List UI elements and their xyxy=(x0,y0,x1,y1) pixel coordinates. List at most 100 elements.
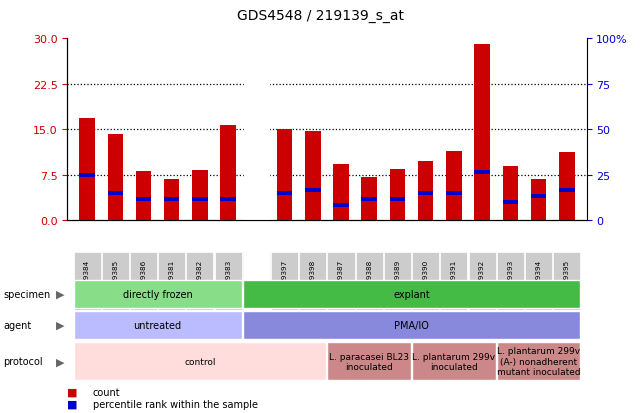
Text: GSM579396: GSM579396 xyxy=(253,259,260,303)
Bar xyxy=(136,171,151,221)
Bar xyxy=(333,165,349,221)
Text: ▶: ▶ xyxy=(56,320,64,330)
Bar xyxy=(164,179,179,221)
FancyBboxPatch shape xyxy=(440,252,467,310)
Bar xyxy=(249,157,264,221)
Bar xyxy=(531,180,546,221)
Text: GSM579398: GSM579398 xyxy=(310,259,316,303)
Bar xyxy=(362,177,377,221)
Text: GSM579391: GSM579391 xyxy=(451,259,457,303)
Bar xyxy=(108,134,123,221)
Bar xyxy=(474,171,490,174)
FancyBboxPatch shape xyxy=(412,342,495,380)
FancyBboxPatch shape xyxy=(187,252,213,310)
Bar xyxy=(277,192,292,195)
Text: GSM579394: GSM579394 xyxy=(535,259,542,303)
Text: count: count xyxy=(93,387,121,397)
FancyBboxPatch shape xyxy=(525,252,552,310)
Bar xyxy=(390,198,405,202)
FancyBboxPatch shape xyxy=(469,252,495,310)
FancyBboxPatch shape xyxy=(130,252,157,310)
Text: ▶: ▶ xyxy=(56,356,64,366)
Bar xyxy=(333,204,349,208)
FancyBboxPatch shape xyxy=(74,280,242,309)
FancyBboxPatch shape xyxy=(328,252,354,310)
Bar xyxy=(305,189,320,192)
Bar xyxy=(221,198,236,202)
Text: GSM579385: GSM579385 xyxy=(112,259,119,303)
Bar xyxy=(559,189,574,192)
Bar xyxy=(192,171,208,221)
Text: GSM579382: GSM579382 xyxy=(197,259,203,303)
Text: GSM579392: GSM579392 xyxy=(479,259,485,303)
Bar xyxy=(446,192,462,195)
Bar xyxy=(221,125,236,221)
FancyBboxPatch shape xyxy=(356,252,383,310)
Text: explant: explant xyxy=(393,289,430,299)
FancyBboxPatch shape xyxy=(102,252,129,310)
FancyBboxPatch shape xyxy=(74,252,101,310)
Bar xyxy=(277,130,292,221)
Text: specimen: specimen xyxy=(3,289,51,299)
Text: GSM579381: GSM579381 xyxy=(169,259,175,303)
Bar xyxy=(446,151,462,221)
Text: GSM579386: GSM579386 xyxy=(140,259,147,303)
Text: ■: ■ xyxy=(67,399,78,409)
Text: GSM579383: GSM579383 xyxy=(225,259,231,303)
FancyBboxPatch shape xyxy=(243,252,270,310)
Bar xyxy=(503,166,518,221)
Bar xyxy=(108,192,123,195)
Bar xyxy=(244,39,269,221)
Bar xyxy=(244,252,269,310)
FancyBboxPatch shape xyxy=(384,252,411,310)
Text: GSM579384: GSM579384 xyxy=(84,259,90,303)
Bar xyxy=(305,131,320,221)
Text: L. plantarum 299v
(A-) nonadherent
mutant inoculated: L. plantarum 299v (A-) nonadherent mutan… xyxy=(497,347,580,376)
FancyBboxPatch shape xyxy=(553,252,580,310)
FancyBboxPatch shape xyxy=(412,252,439,310)
FancyBboxPatch shape xyxy=(497,342,580,380)
Text: GSM579393: GSM579393 xyxy=(507,259,513,303)
Text: percentile rank within the sample: percentile rank within the sample xyxy=(93,399,258,409)
Text: GSM579387: GSM579387 xyxy=(338,259,344,303)
Bar xyxy=(559,152,574,221)
FancyBboxPatch shape xyxy=(243,280,580,309)
Bar xyxy=(418,161,433,221)
Bar xyxy=(531,195,546,199)
Text: GSM579390: GSM579390 xyxy=(422,259,429,303)
FancyBboxPatch shape xyxy=(271,252,298,310)
FancyBboxPatch shape xyxy=(328,342,411,380)
Bar xyxy=(390,170,405,221)
Bar xyxy=(474,45,490,221)
FancyBboxPatch shape xyxy=(243,311,580,339)
Bar xyxy=(503,201,518,204)
Text: L. plantarum 299v
inoculated: L. plantarum 299v inoculated xyxy=(412,352,495,371)
FancyBboxPatch shape xyxy=(215,252,242,310)
Text: PMA/IO: PMA/IO xyxy=(394,320,429,330)
Text: protocol: protocol xyxy=(3,356,43,366)
Text: L. paracasei BL23
inoculated: L. paracasei BL23 inoculated xyxy=(329,352,409,371)
Bar xyxy=(164,198,179,202)
Text: control: control xyxy=(184,357,215,366)
FancyBboxPatch shape xyxy=(299,252,326,310)
Bar xyxy=(418,192,433,195)
Bar xyxy=(79,119,95,221)
Bar xyxy=(192,198,208,202)
Bar xyxy=(362,198,377,202)
FancyBboxPatch shape xyxy=(74,342,326,380)
Text: GSM579389: GSM579389 xyxy=(394,259,401,303)
Text: untreated: untreated xyxy=(133,320,181,330)
Text: agent: agent xyxy=(3,320,31,330)
Text: ■: ■ xyxy=(67,387,78,397)
FancyBboxPatch shape xyxy=(497,252,524,310)
Text: GDS4548 / 219139_s_at: GDS4548 / 219139_s_at xyxy=(237,9,404,23)
Text: directly frozen: directly frozen xyxy=(122,289,192,299)
FancyBboxPatch shape xyxy=(74,311,242,339)
Text: GSM579395: GSM579395 xyxy=(564,259,570,303)
FancyBboxPatch shape xyxy=(158,252,185,310)
Text: GSM579397: GSM579397 xyxy=(281,259,288,303)
Bar xyxy=(136,198,151,202)
Text: GSM579388: GSM579388 xyxy=(366,259,372,303)
Text: ▶: ▶ xyxy=(56,289,64,299)
Bar xyxy=(249,192,264,195)
